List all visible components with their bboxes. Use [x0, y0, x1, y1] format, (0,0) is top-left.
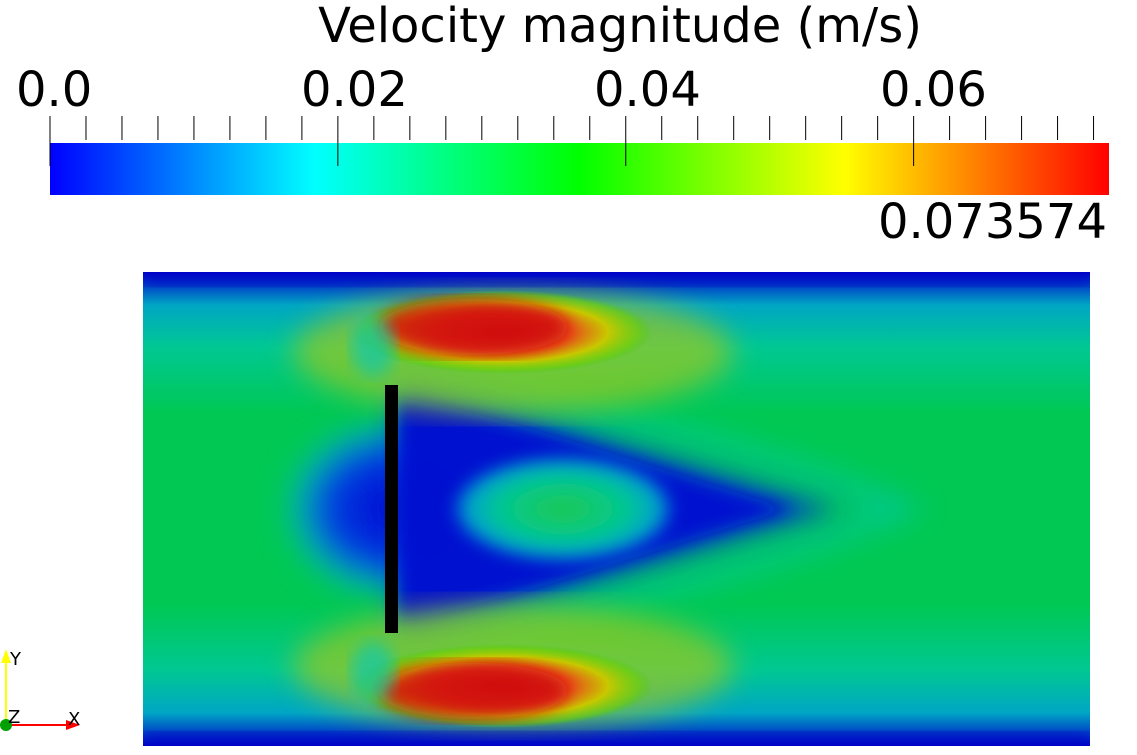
colorbar-gradient	[50, 143, 1109, 195]
orientation-axes: Y X Z	[0, 649, 80, 731]
z-axis-dot-icon	[0, 719, 12, 731]
colorbar-tick-label-0.04: 0.04	[594, 62, 701, 118]
z-axis-label: Z	[8, 707, 20, 728]
velocity-field-plot	[143, 272, 1090, 746]
y-axis-label: Y	[9, 649, 22, 670]
y-axis-arrow-icon	[1, 649, 11, 663]
x-axis-arrow-icon	[66, 720, 80, 730]
obstacle-plate	[385, 385, 398, 633]
colorbar	[50, 143, 1109, 195]
colorbar-min-label: 0.0	[16, 62, 93, 118]
colorbar-max-label: 0.073574	[877, 194, 1107, 250]
colorbar-tick-label-0.06: 0.06	[880, 62, 987, 118]
colorbar-ticks	[49, 116, 1095, 166]
colorbar-title: Velocity magnitude (m/s)	[318, 0, 922, 54]
x-axis-label: X	[68, 709, 80, 730]
colorbar-tick-label-0.02: 0.02	[301, 62, 408, 118]
